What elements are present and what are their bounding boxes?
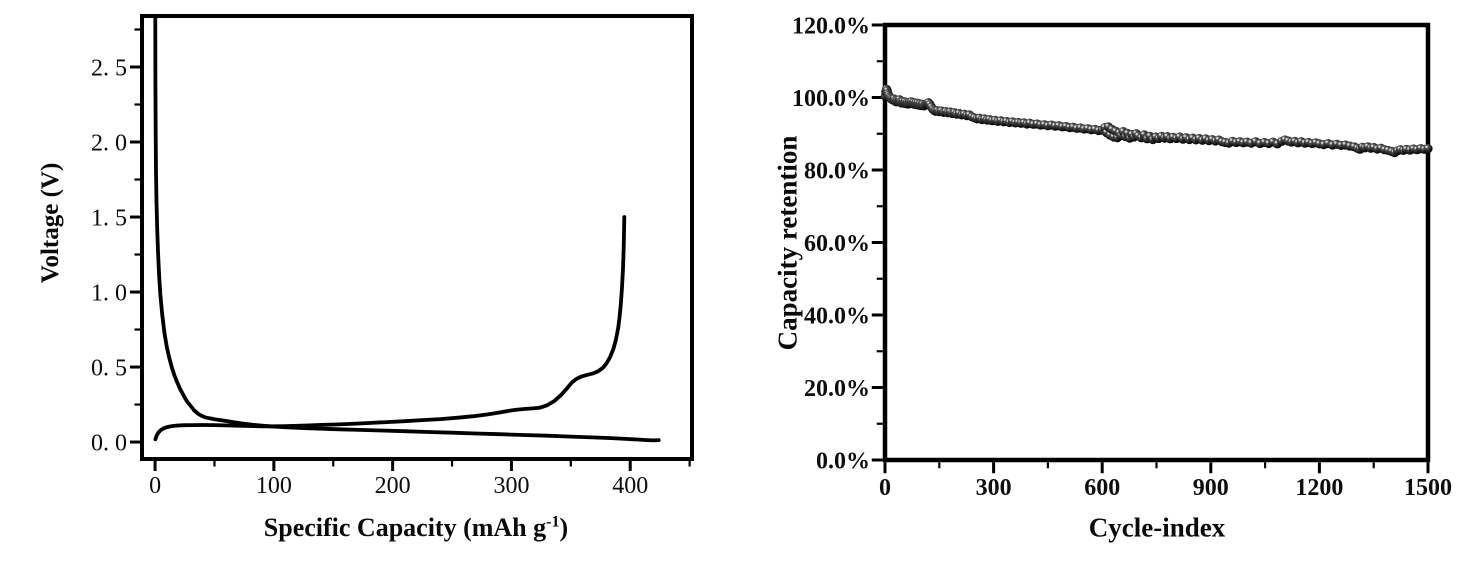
y-tick-label: 60.0% — [804, 231, 870, 257]
plot-frame — [882, 22, 1431, 463]
left-y-axis-title: Voltage (V) — [37, 162, 64, 284]
plot-frame — [140, 14, 694, 461]
y-tick-label: 1. 0 — [91, 281, 127, 307]
x-tick-label: 0 — [879, 475, 891, 501]
x-tick-label: 200 — [375, 473, 411, 499]
x-tick-label: 900 — [1193, 475, 1229, 501]
left-x-axis-title-text: Specific Capacity (mAh g — [263, 513, 547, 542]
superscript-minus-one: -1 — [546, 513, 560, 531]
x-tick-label: 1200 — [1295, 475, 1343, 501]
x-tick-label: 300 — [976, 475, 1012, 501]
y-tick-label: 0. 5 — [91, 356, 127, 382]
y-tick-label: 1. 5 — [91, 206, 127, 232]
y-tick-label: 20.0% — [804, 376, 870, 402]
right-y-axis-title: Capacity retention — [772, 135, 803, 351]
y-tick-label: 120.0% — [792, 14, 870, 40]
series-capacity-retention — [880, 84, 1433, 158]
y-tick-label: 100.0% — [792, 86, 870, 112]
y-tick-label: 40.0% — [804, 304, 870, 330]
right-x-axis-title: Cycle-index — [1088, 512, 1226, 543]
x-tick-label: 1500 — [1404, 475, 1452, 501]
x-tick-label: 400 — [612, 473, 648, 499]
left-x-axis-title-close-paren: ) — [559, 513, 569, 542]
x-axis: 0 100 200 300 400 — [149, 461, 691, 499]
y-tick-label: 2. 5 — [91, 56, 127, 82]
y-tick-label: 80.0% — [804, 159, 870, 185]
y-tick-label: 0.0% — [816, 449, 870, 475]
y-axis: 0. 0 0. 5 1. 0 1. 5 2. 0 2. 5 — [91, 28, 140, 457]
x-axis: 0 300 600 900 1200 1500 — [879, 462, 1452, 501]
x-tick-label: 300 — [493, 473, 529, 499]
y-tick-label: 0. 0 — [91, 431, 127, 457]
y-tick-label: 2. 0 — [91, 131, 127, 157]
x-tick-label: 600 — [1084, 475, 1120, 501]
left-x-axis-title: Specific Capacity (mAh g-1) — [264, 513, 568, 543]
capacity-retention-plot: 0 300 600 900 1200 1500 0.0% 20.0% 40.0% 60.0% 80.… — [792, 14, 1452, 502]
x-tick-label: 100 — [256, 473, 292, 499]
x-tick-label: 0 — [149, 473, 161, 499]
series-discharge — [153, 14, 661, 443]
y-axis: 0.0% 20.0% 40.0% 60.0% 80.0% 100.0% 120.0% — [792, 14, 883, 475]
voltage-capacity-plot: 0 100 200 300 400 0. 0 0. 5 1. 0 1. 5 2. 0 2. 5 — [91, 14, 694, 499]
series-charge — [153, 215, 627, 442]
